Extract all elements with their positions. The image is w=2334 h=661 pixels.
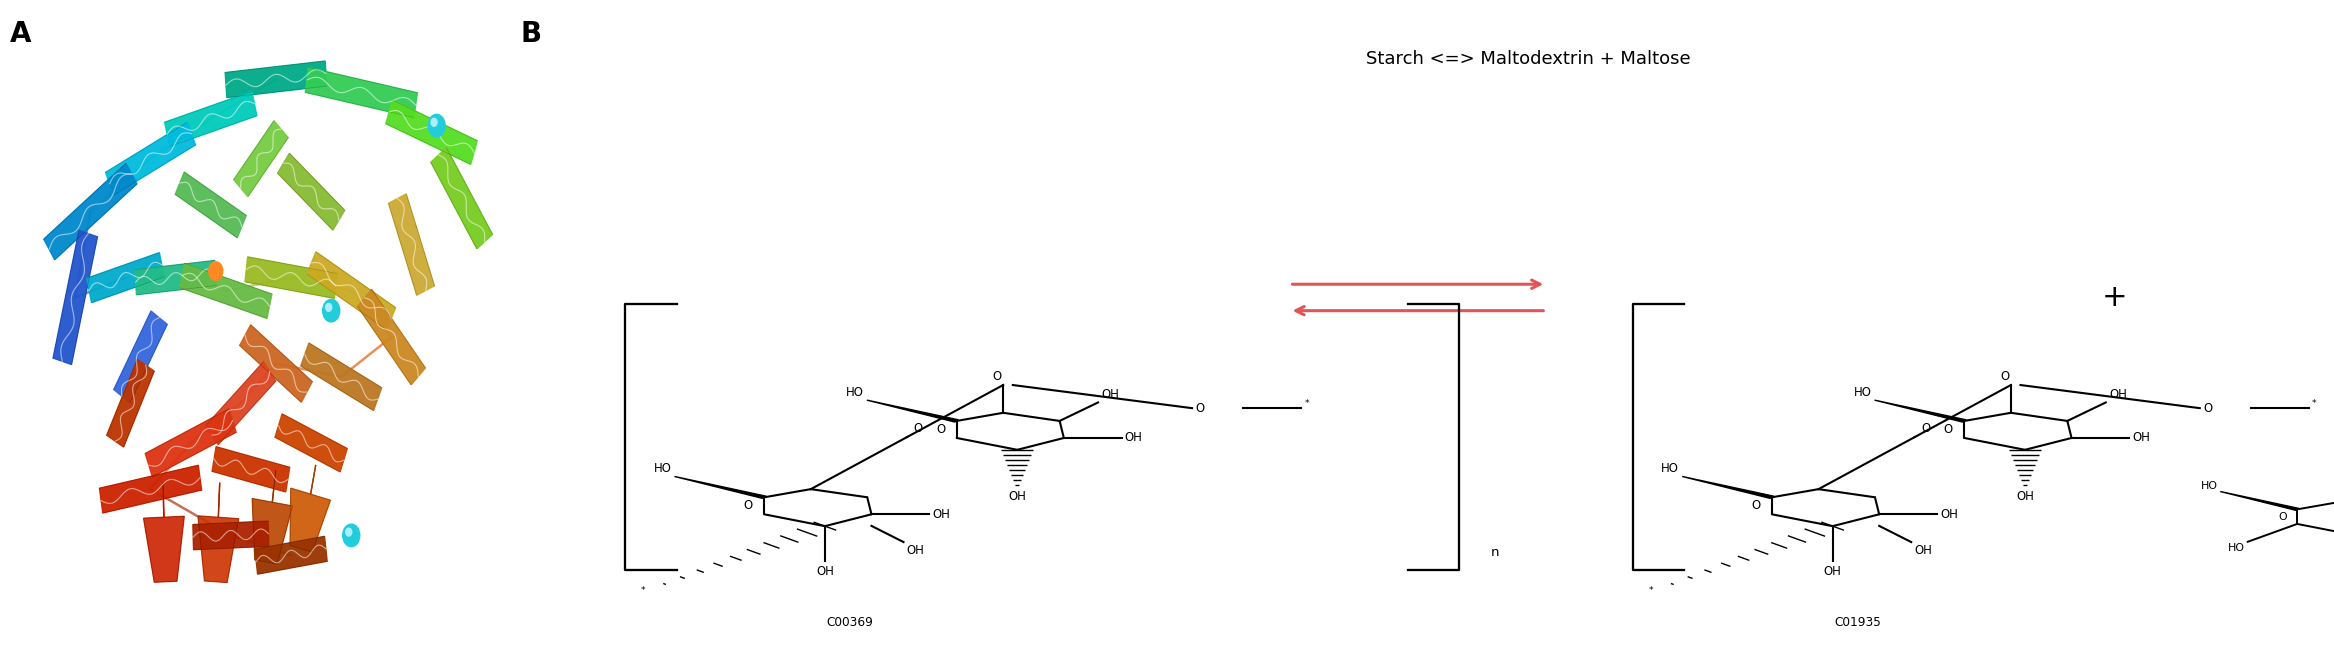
Polygon shape: [245, 257, 336, 298]
Polygon shape: [252, 470, 292, 564]
Text: O: O: [2278, 512, 2287, 522]
Polygon shape: [54, 230, 98, 365]
Text: C01935: C01935: [1835, 616, 1881, 629]
Polygon shape: [675, 477, 766, 498]
Polygon shape: [145, 483, 184, 582]
Text: O: O: [2000, 369, 2010, 383]
Polygon shape: [306, 67, 418, 118]
Text: O: O: [1195, 402, 1204, 414]
Polygon shape: [180, 263, 271, 319]
Polygon shape: [278, 153, 345, 230]
Circle shape: [327, 303, 331, 311]
Text: A: A: [9, 20, 33, 48]
Text: OH: OH: [1008, 490, 1027, 503]
Text: HO: HO: [2229, 543, 2245, 553]
Text: HO: HO: [654, 462, 672, 475]
Text: O: O: [1944, 423, 1954, 436]
Polygon shape: [866, 400, 959, 422]
Polygon shape: [233, 121, 287, 196]
Circle shape: [432, 118, 436, 126]
Polygon shape: [1874, 400, 1965, 422]
Text: O: O: [992, 369, 1001, 383]
Text: HO: HO: [2201, 481, 2217, 490]
Circle shape: [322, 299, 341, 322]
Polygon shape: [224, 61, 327, 98]
Polygon shape: [105, 122, 196, 195]
Polygon shape: [166, 91, 257, 147]
Polygon shape: [385, 100, 476, 165]
Polygon shape: [198, 483, 238, 582]
Text: HO: HO: [845, 386, 864, 399]
Text: OH: OH: [1940, 508, 1958, 521]
Polygon shape: [1683, 477, 1774, 498]
Text: O: O: [1921, 422, 1930, 435]
Polygon shape: [254, 536, 327, 574]
Text: OH: OH: [2110, 388, 2126, 401]
Text: O: O: [936, 423, 945, 436]
Polygon shape: [212, 447, 289, 492]
Polygon shape: [145, 409, 236, 477]
Polygon shape: [306, 252, 397, 330]
Text: n: n: [1491, 545, 1501, 559]
Circle shape: [345, 528, 352, 536]
Text: OH: OH: [1125, 432, 1144, 444]
Polygon shape: [194, 521, 268, 550]
Polygon shape: [357, 290, 425, 385]
Polygon shape: [387, 194, 434, 295]
Text: OH: OH: [931, 508, 950, 521]
Text: Starch <=> Maltodextrin + Maltose: Starch <=> Maltodextrin + Maltose: [1365, 50, 1690, 69]
Text: +: +: [2101, 283, 2126, 312]
Text: OH: OH: [906, 545, 924, 557]
Polygon shape: [100, 465, 201, 513]
Text: OH: OH: [2133, 432, 2150, 444]
Polygon shape: [175, 172, 247, 238]
Polygon shape: [432, 148, 492, 249]
Polygon shape: [301, 343, 383, 410]
Polygon shape: [114, 311, 168, 403]
Polygon shape: [289, 465, 331, 552]
Text: HO: HO: [1853, 386, 1872, 399]
Text: *: *: [1305, 399, 1309, 408]
Text: O: O: [1750, 499, 1760, 512]
Circle shape: [208, 262, 222, 280]
Text: C00369: C00369: [826, 616, 873, 629]
Text: *: *: [2313, 399, 2318, 408]
Polygon shape: [86, 253, 163, 303]
Polygon shape: [44, 163, 138, 260]
Text: OH: OH: [1102, 388, 1120, 401]
Text: *: *: [642, 586, 647, 596]
Polygon shape: [107, 360, 154, 447]
Polygon shape: [240, 325, 313, 403]
Circle shape: [343, 524, 359, 547]
Text: OH: OH: [2017, 490, 2033, 503]
Text: OH: OH: [817, 565, 833, 578]
Text: HO: HO: [1662, 462, 1678, 475]
Text: B: B: [520, 20, 541, 48]
Polygon shape: [135, 260, 217, 295]
Polygon shape: [275, 414, 348, 472]
Polygon shape: [205, 362, 275, 445]
Text: O: O: [2203, 402, 2213, 414]
Text: OH: OH: [1914, 545, 1933, 557]
Text: O: O: [745, 499, 752, 512]
Circle shape: [427, 114, 446, 137]
Polygon shape: [2220, 492, 2299, 510]
Text: O: O: [913, 422, 922, 435]
Text: *: *: [1648, 586, 1652, 596]
Text: OH: OH: [1823, 565, 1842, 578]
